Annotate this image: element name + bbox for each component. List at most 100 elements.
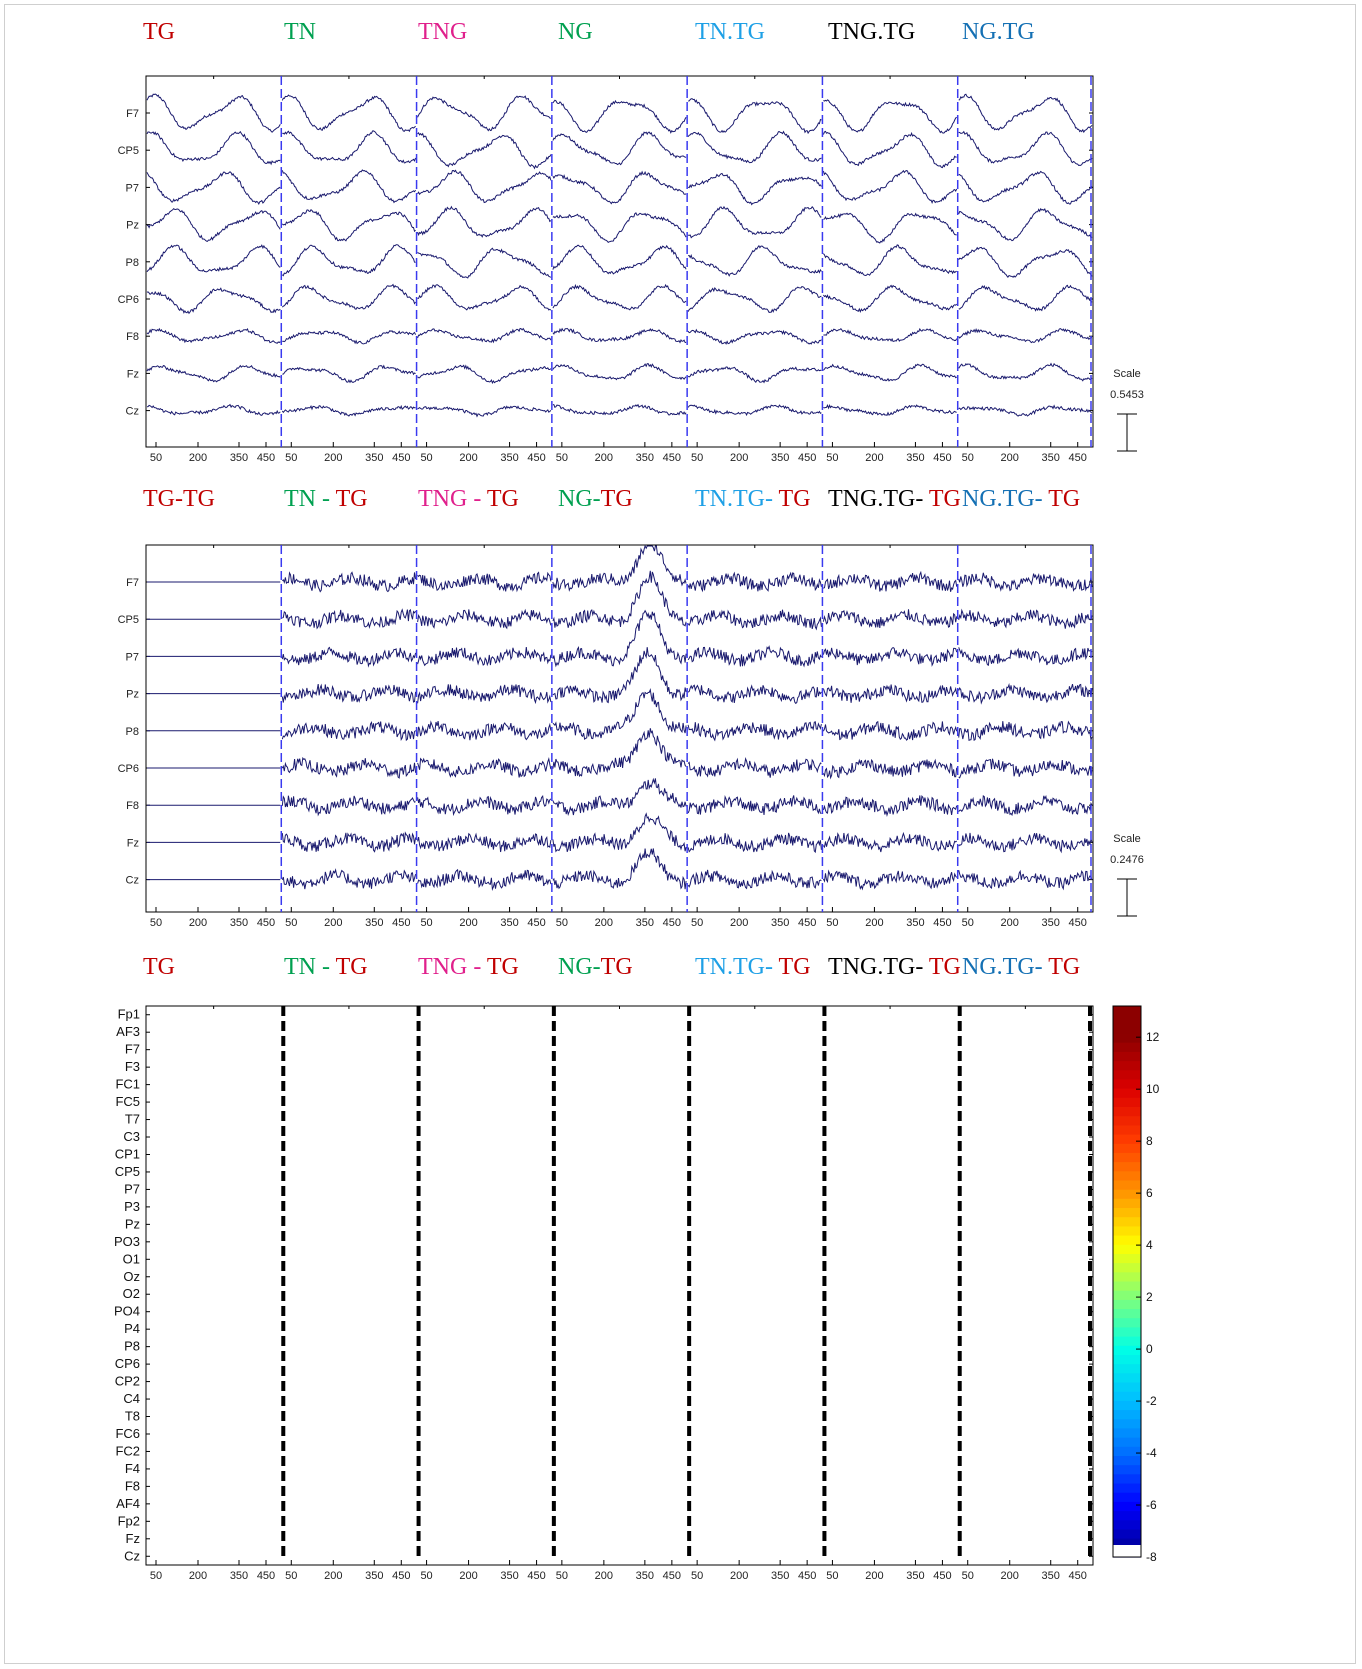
scale-label: Scale bbox=[1113, 833, 1141, 845]
colorbar-swatch bbox=[1113, 1520, 1141, 1531]
colorbar-swatch bbox=[1113, 1272, 1141, 1283]
erp-trace bbox=[146, 93, 1093, 135]
colorbar-swatch bbox=[1113, 1446, 1141, 1457]
colorbar-tick-label: 6 bbox=[1146, 1186, 1153, 1200]
x-tick-label: 450 bbox=[527, 1570, 545, 1582]
channel-label: F7 bbox=[126, 577, 139, 589]
x-tick-label: 350 bbox=[771, 917, 789, 929]
x-tick-label: 50 bbox=[826, 917, 838, 929]
x-tick-label: 200 bbox=[865, 1570, 883, 1582]
erp-trace bbox=[147, 570, 1093, 631]
x-tick-label: 200 bbox=[865, 917, 883, 929]
x-tick-label: 450 bbox=[663, 452, 681, 464]
condition-label-part: TN.TG- bbox=[695, 486, 779, 512]
channel-label: P4 bbox=[124, 1321, 140, 1336]
x-tick-label: 50 bbox=[150, 917, 162, 929]
x-tick-label: 50 bbox=[420, 452, 432, 464]
condition-label-part: NG- bbox=[558, 486, 601, 512]
channel-label: P7 bbox=[126, 182, 139, 194]
colorbar-tick-label: 2 bbox=[1146, 1290, 1153, 1304]
x-tick-label: 450 bbox=[257, 917, 275, 929]
colorbar-swatch bbox=[1113, 1309, 1141, 1319]
erp-trace bbox=[147, 609, 1093, 668]
condition-label-part: TG bbox=[929, 486, 961, 512]
x-tick-label: 350 bbox=[500, 917, 518, 929]
colorbar-swatch bbox=[1113, 1345, 1141, 1356]
colorbar-swatch bbox=[1113, 1364, 1141, 1374]
x-tick-label: 450 bbox=[933, 452, 951, 464]
condition-label-part: TG bbox=[336, 486, 368, 512]
channel-label: PO4 bbox=[114, 1304, 140, 1319]
x-tick-label: 50 bbox=[285, 917, 297, 929]
condition-label-part: TN - bbox=[284, 954, 336, 980]
colorbar-swatch bbox=[1113, 1162, 1141, 1172]
channel-label: CP2 bbox=[115, 1374, 140, 1389]
x-tick-label: 350 bbox=[1042, 917, 1060, 929]
erp-trace bbox=[146, 130, 1093, 170]
x-tick-label: 50 bbox=[691, 452, 703, 464]
panel3-condition-labels: TG TN - TG TNG - TG NG-TG TN.TG- TG TNG.TG- T… bbox=[143, 954, 1080, 980]
x-tick-label: 450 bbox=[663, 1570, 681, 1582]
x-tick-label: 50 bbox=[691, 917, 703, 929]
x-tick-label: 350 bbox=[771, 1570, 789, 1582]
x-tick-label: 450 bbox=[257, 452, 275, 464]
condition-label-part: TNG.TG bbox=[828, 19, 915, 45]
colorbar-swatch bbox=[1113, 1382, 1141, 1393]
channel-label: Pz bbox=[125, 1216, 140, 1231]
condition-label: TN - TG bbox=[284, 486, 368, 512]
condition-label: NG.TG bbox=[962, 19, 1035, 45]
colorbar-swatch bbox=[1113, 1033, 1141, 1044]
x-tick-label: 50 bbox=[826, 1570, 838, 1582]
erp-trace bbox=[147, 687, 1093, 742]
channel-label: Cz bbox=[126, 875, 139, 887]
channel-label: CP6 bbox=[118, 294, 139, 306]
channel-label: Fp1 bbox=[118, 1007, 140, 1022]
x-tick-label: 200 bbox=[865, 452, 883, 464]
colorbar-swatch bbox=[1113, 1051, 1141, 1062]
colorbar-swatch bbox=[1113, 1318, 1141, 1328]
colorbar-swatch bbox=[1113, 1006, 1141, 1016]
condition-label-part: TN.TG bbox=[695, 19, 765, 45]
x-tick-label: 450 bbox=[527, 452, 545, 464]
x-tick-label: 450 bbox=[933, 1570, 951, 1582]
channel-label: P3 bbox=[124, 1199, 140, 1214]
x-tick-label: 50 bbox=[962, 917, 974, 929]
condition-label-part: TG bbox=[143, 954, 175, 980]
colorbar-tick-label: 10 bbox=[1146, 1082, 1160, 1096]
condition-label-part: TNG - bbox=[418, 954, 487, 980]
erp-trace bbox=[147, 848, 1093, 892]
colorbar-swatch bbox=[1113, 1327, 1141, 1338]
colorbar-swatch bbox=[1113, 1437, 1141, 1448]
condition-label-part: TG bbox=[779, 954, 811, 980]
x-tick-label: 50 bbox=[285, 1570, 297, 1582]
erp-trace bbox=[147, 544, 1093, 593]
condition-label-part: TN - bbox=[284, 486, 336, 512]
x-tick-label: 50 bbox=[150, 452, 162, 464]
condition-label: TG-TG bbox=[143, 486, 215, 512]
x-tick-label: 450 bbox=[798, 1570, 816, 1582]
condition-label-part: TG bbox=[1048, 954, 1080, 980]
x-tick-label: 450 bbox=[1069, 1570, 1087, 1582]
x-tick-label: 350 bbox=[906, 917, 924, 929]
channel-label: CP5 bbox=[118, 614, 139, 626]
colorbar-swatch bbox=[1113, 1410, 1141, 1420]
condition-label: TN.TG- TG bbox=[695, 486, 811, 512]
channel-label: PO3 bbox=[114, 1234, 140, 1249]
condition-label-part: NG- bbox=[558, 954, 601, 980]
condition-label-part: TG bbox=[1048, 486, 1080, 512]
x-tick-label: 50 bbox=[420, 1570, 432, 1582]
channel-label: F4 bbox=[125, 1461, 140, 1476]
x-tick-label: 350 bbox=[906, 452, 924, 464]
colorbar-tick-label: -4 bbox=[1146, 1446, 1157, 1460]
colorbar-swatch bbox=[1113, 1042, 1141, 1053]
colorbar-swatch bbox=[1113, 1015, 1141, 1025]
colorbar-swatch bbox=[1113, 1545, 1141, 1557]
erp-panel-conditions: 50 200 350 450 50 200 350 450 50 200 350 450 50 200 35… bbox=[118, 75, 1144, 464]
colorbar-tick-label: -8 bbox=[1146, 1550, 1157, 1564]
colorbar-swatch bbox=[1113, 1474, 1141, 1485]
channel-label: Cz bbox=[124, 1548, 140, 1563]
colorbar-swatch bbox=[1113, 1061, 1141, 1071]
panel1-condition-labels: TG TN TNG NG TN.TG TNG.TG NG.TG bbox=[143, 19, 1035, 45]
colorbar-tick-label: -6 bbox=[1146, 1498, 1157, 1512]
colorbar-swatch bbox=[1113, 1290, 1141, 1301]
